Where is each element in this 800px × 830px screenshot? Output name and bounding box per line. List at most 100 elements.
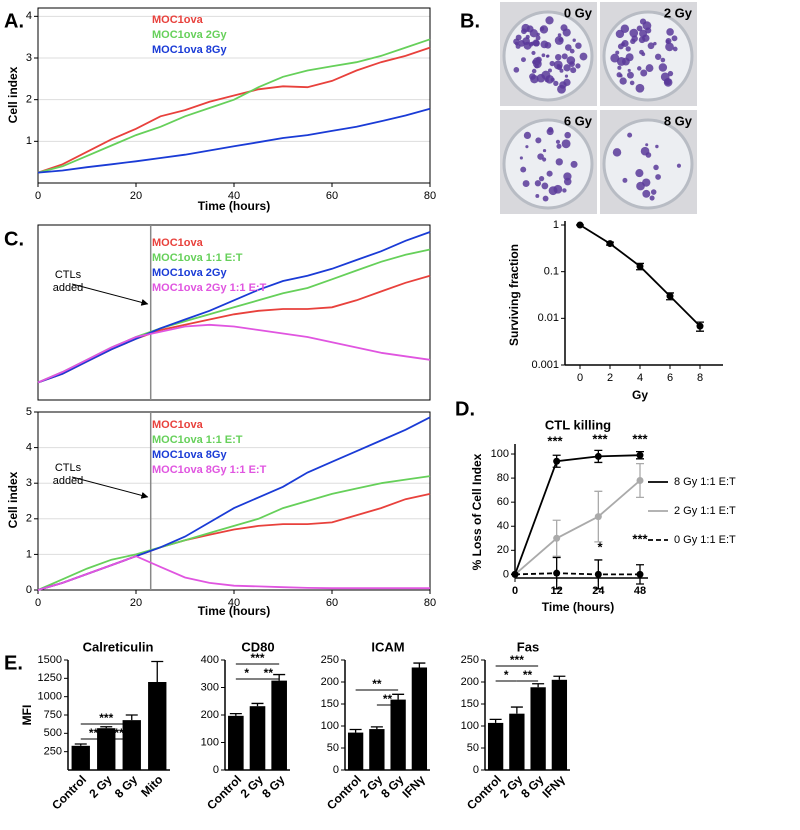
colony — [655, 174, 661, 180]
y-tick-label: 4 — [26, 10, 32, 22]
significance-label: ** — [383, 692, 393, 706]
x-tick-label: 8 Gy — [259, 772, 288, 801]
marker — [636, 262, 644, 270]
colony — [561, 53, 568, 60]
legend-entry: 0 Gy 1:1 E:T — [674, 534, 736, 546]
colony — [619, 77, 627, 85]
plot-frame — [37, 224, 431, 401]
x-tick-label: 80 — [424, 190, 436, 202]
x-axis-label: Time (hours) — [198, 199, 270, 213]
legend-entry: MOC1ova 2Gy 1:1 E:T — [152, 282, 267, 294]
significance-label: ** — [89, 726, 99, 740]
y-tick-label: 1 — [553, 219, 559, 231]
x-axis-label: Time (hours) — [198, 604, 270, 618]
error-bar — [532, 683, 545, 688]
colony — [610, 53, 620, 63]
colony — [529, 29, 538, 38]
plot-frame — [37, 7, 431, 184]
marker — [553, 534, 561, 542]
colony — [636, 25, 643, 32]
colony — [544, 41, 552, 49]
legend-entry: MOC1ova 1:1 E:T — [152, 434, 243, 446]
colony — [575, 42, 582, 49]
y-tick-label: 0 — [333, 764, 339, 776]
bar — [411, 667, 428, 770]
chart-title: ICAM — [371, 639, 404, 654]
colony — [557, 33, 562, 37]
y-tick-label: 100 — [321, 720, 339, 732]
y-tick-label: 300 — [201, 681, 219, 693]
x-tick-label: 6 — [667, 372, 673, 384]
y-tick-label: 5 — [26, 406, 32, 418]
x-tick-label: 60 — [326, 190, 338, 202]
y-axis-label: % Loss of Cell Index — [470, 453, 484, 570]
colony — [538, 176, 545, 182]
colony — [658, 63, 668, 72]
error-bar — [74, 743, 87, 746]
colony — [655, 144, 659, 149]
y-tick-label: 3 — [26, 52, 32, 64]
colony — [555, 53, 562, 61]
bar — [509, 713, 525, 770]
y-tick-label: 50 — [327, 742, 339, 754]
colony — [541, 53, 546, 58]
colony — [563, 172, 572, 181]
series-line — [579, 224, 701, 327]
series-line — [37, 46, 431, 174]
colony — [522, 180, 530, 188]
colony — [562, 188, 567, 193]
y-tick-label: 50 — [467, 742, 479, 754]
y-tick-label: 40 — [497, 520, 509, 532]
y-tick-label: 200 — [201, 709, 219, 721]
marker — [666, 292, 674, 300]
colony — [575, 63, 581, 69]
y-tick-label: 150 — [461, 698, 479, 710]
colony — [535, 137, 542, 144]
legend-entry: MOC1ova — [152, 419, 204, 431]
colony — [555, 158, 563, 166]
x-tick-label: 4 — [637, 372, 643, 384]
colony — [617, 43, 624, 50]
colony — [615, 29, 625, 39]
x-axis-label: Time (hours) — [542, 600, 614, 614]
colony — [671, 35, 678, 42]
y-tick-label: 0 — [26, 584, 32, 596]
colony — [523, 131, 532, 140]
x-tick-label: 2 Gy — [86, 772, 115, 801]
plate-label: 8 Gy — [664, 113, 693, 128]
bar — [369, 729, 385, 770]
colony — [653, 164, 659, 171]
colony — [548, 68, 552, 73]
y-tick-label: 2 — [26, 513, 32, 525]
y-tick-label: 500 — [44, 727, 62, 739]
marker — [636, 570, 644, 578]
series-line — [514, 572, 640, 576]
y-axis-label: MFI — [20, 705, 34, 726]
y-tick-label: 100 — [491, 448, 509, 460]
x-tick-label: IFNγ — [399, 772, 428, 801]
y-tick-label: 250 — [461, 654, 479, 666]
x-tick-label: Mito — [138, 772, 165, 799]
colony — [666, 28, 674, 36]
series-line — [37, 555, 430, 591]
colony — [631, 35, 638, 42]
colony — [535, 194, 540, 198]
series-line — [37, 231, 431, 384]
significance-label: ** — [264, 666, 274, 680]
x-tick-label: 2 Gy — [238, 772, 267, 801]
colony — [664, 78, 672, 86]
error-bar — [349, 728, 362, 733]
colony — [625, 46, 631, 52]
colony — [612, 148, 622, 157]
colony — [540, 26, 545, 31]
colony — [645, 152, 652, 158]
y-tick-label: 0.1 — [544, 266, 559, 278]
bar — [71, 745, 90, 770]
colony — [555, 139, 561, 144]
panel-label: B. — [460, 10, 480, 32]
marker — [594, 513, 602, 521]
colony — [528, 41, 534, 47]
legend-entry: MOC1ova 1:1 E:T — [152, 252, 243, 264]
significance-label: ** — [523, 668, 533, 682]
plate-rim — [602, 118, 694, 210]
